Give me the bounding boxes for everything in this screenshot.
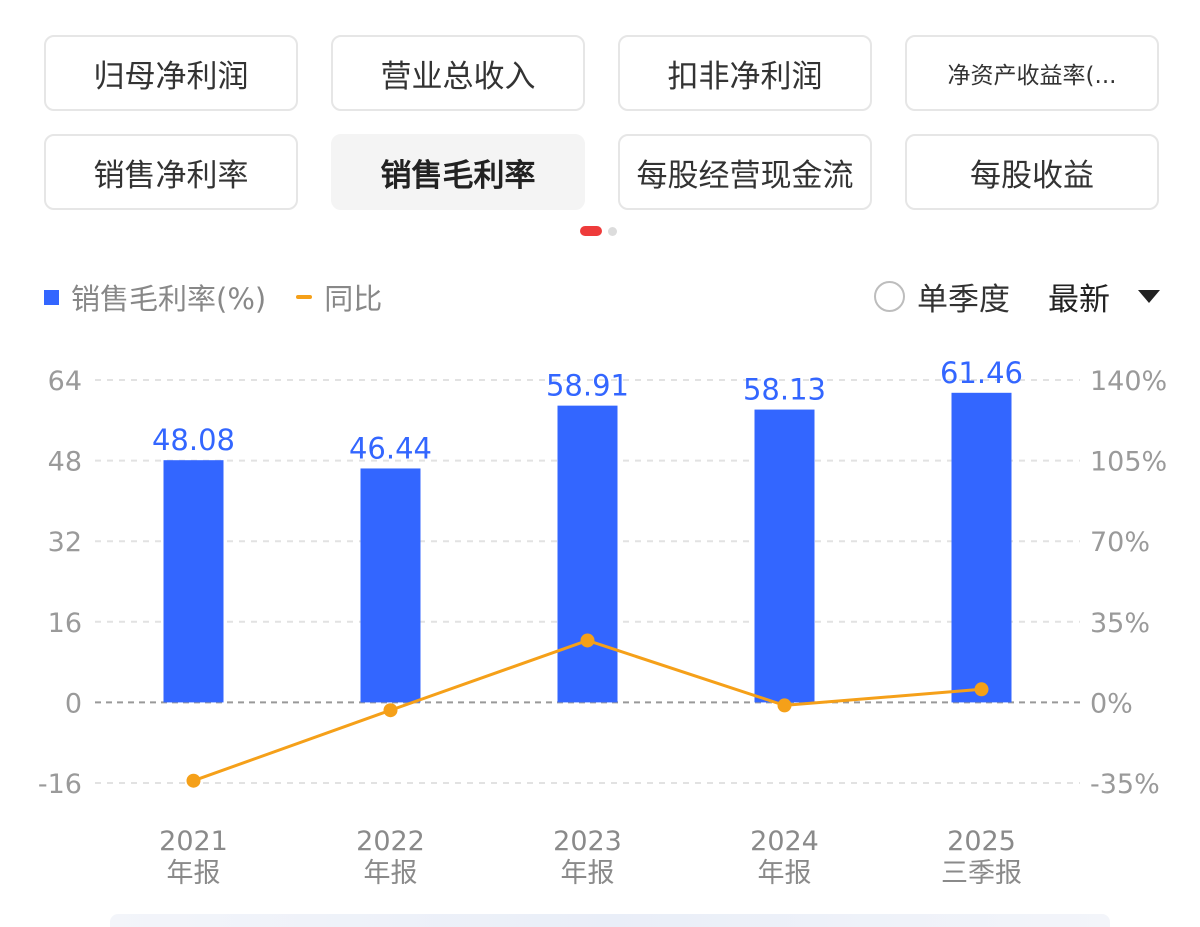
x-axis-period-label: 三季报	[941, 858, 1022, 889]
x-axis-period-label: 年报	[561, 858, 615, 889]
right-axis-tick-label: 140%	[1090, 366, 1167, 397]
metric-tab-grid: 归母净利润 营业总收入 扣非净利润 净资产收益率(... 销售净利率 销售毛利率…	[44, 35, 1161, 210]
gross-margin-chart: 64 48 32 16 0 -16 140% 105% 70% 35% 0% -35% 48.08 46.…	[38, 356, 1167, 889]
x-axis-year-label: 2021	[159, 826, 228, 857]
yoy-point	[383, 703, 398, 718]
dropdown-caret-icon[interactable]	[1138, 290, 1160, 303]
right-axis-tick-label: 70%	[1090, 527, 1150, 558]
yoy-point	[974, 682, 989, 697]
tab-total-revenue[interactable]: 营业总收入	[331, 35, 585, 111]
pager-dot-active[interactable]	[580, 226, 602, 236]
tab-operating-cashflow-per-share[interactable]: 每股经营现金流	[618, 134, 872, 210]
bar-value-label: 48.08	[152, 423, 235, 457]
right-axis-tick-label: 105%	[1090, 447, 1167, 478]
x-axis-period-label: 年报	[167, 858, 221, 889]
tab-net-profit-parent[interactable]: 归母净利润	[44, 35, 298, 111]
bar	[754, 409, 815, 703]
x-axis-year-label: 2022	[356, 826, 425, 857]
latest-dropdown-label[interactable]: 最新	[1048, 282, 1110, 318]
chart-legend: 销售毛利率(%) 同比	[44, 276, 382, 318]
bar-legend-swatch	[44, 289, 59, 305]
quarter-radio[interactable]	[874, 281, 905, 312]
line-legend-swatch	[296, 295, 313, 299]
left-axis-tick-label: 16	[48, 608, 82, 639]
yoy-point	[580, 633, 595, 648]
left-axis-tick-label: 64	[48, 366, 82, 397]
yoy-point	[777, 698, 792, 713]
left-axis-tick-label: 48	[48, 447, 82, 478]
bar-value-label: 61.46	[940, 356, 1023, 390]
left-axis-tick-label: -16	[38, 769, 82, 800]
bar-value-label: 58.91	[546, 369, 629, 403]
right-axis-tick-label: -35%	[1090, 769, 1160, 800]
x-axis-year-label: 2023	[553, 826, 622, 857]
bar-value-label: 58.13	[743, 373, 826, 407]
yoy-point	[186, 773, 201, 788]
quarter-label[interactable]: 单季度	[917, 282, 1010, 318]
x-axis-year-label: 2025	[947, 826, 1016, 857]
bar	[557, 405, 618, 703]
bar-legend-label: 销售毛利率(%)	[71, 282, 267, 316]
bar-value-label: 46.44	[349, 431, 432, 465]
left-axis-tick-label: 0	[65, 688, 82, 719]
x-axis-year-label: 2024	[750, 826, 819, 857]
tab-deducted-net-profit[interactable]: 扣非净利润	[618, 35, 872, 111]
line-legend-label: 同比	[324, 282, 383, 316]
tab-pager	[580, 226, 617, 236]
tab-roe[interactable]: 净资产收益率(...	[905, 35, 1159, 111]
right-axis-tick-label: 0%	[1090, 688, 1133, 719]
tab-net-margin[interactable]: 销售净利率	[44, 134, 298, 210]
bar	[360, 468, 421, 703]
pager-dot[interactable]	[608, 226, 617, 236]
bar	[163, 460, 224, 703]
left-axis-tick-label: 32	[48, 527, 82, 558]
x-axis-period-label: 年报	[364, 858, 418, 889]
bar	[951, 392, 1012, 703]
bottom-panel-edge	[110, 914, 1110, 927]
tab-gross-margin[interactable]: 销售毛利率	[331, 134, 585, 210]
right-axis-tick-label: 35%	[1090, 608, 1150, 639]
tab-eps[interactable]: 每股收益	[905, 134, 1159, 210]
x-axis-period-label: 年报	[758, 858, 812, 889]
chart-controls: 单季度 最新	[874, 274, 1160, 319]
